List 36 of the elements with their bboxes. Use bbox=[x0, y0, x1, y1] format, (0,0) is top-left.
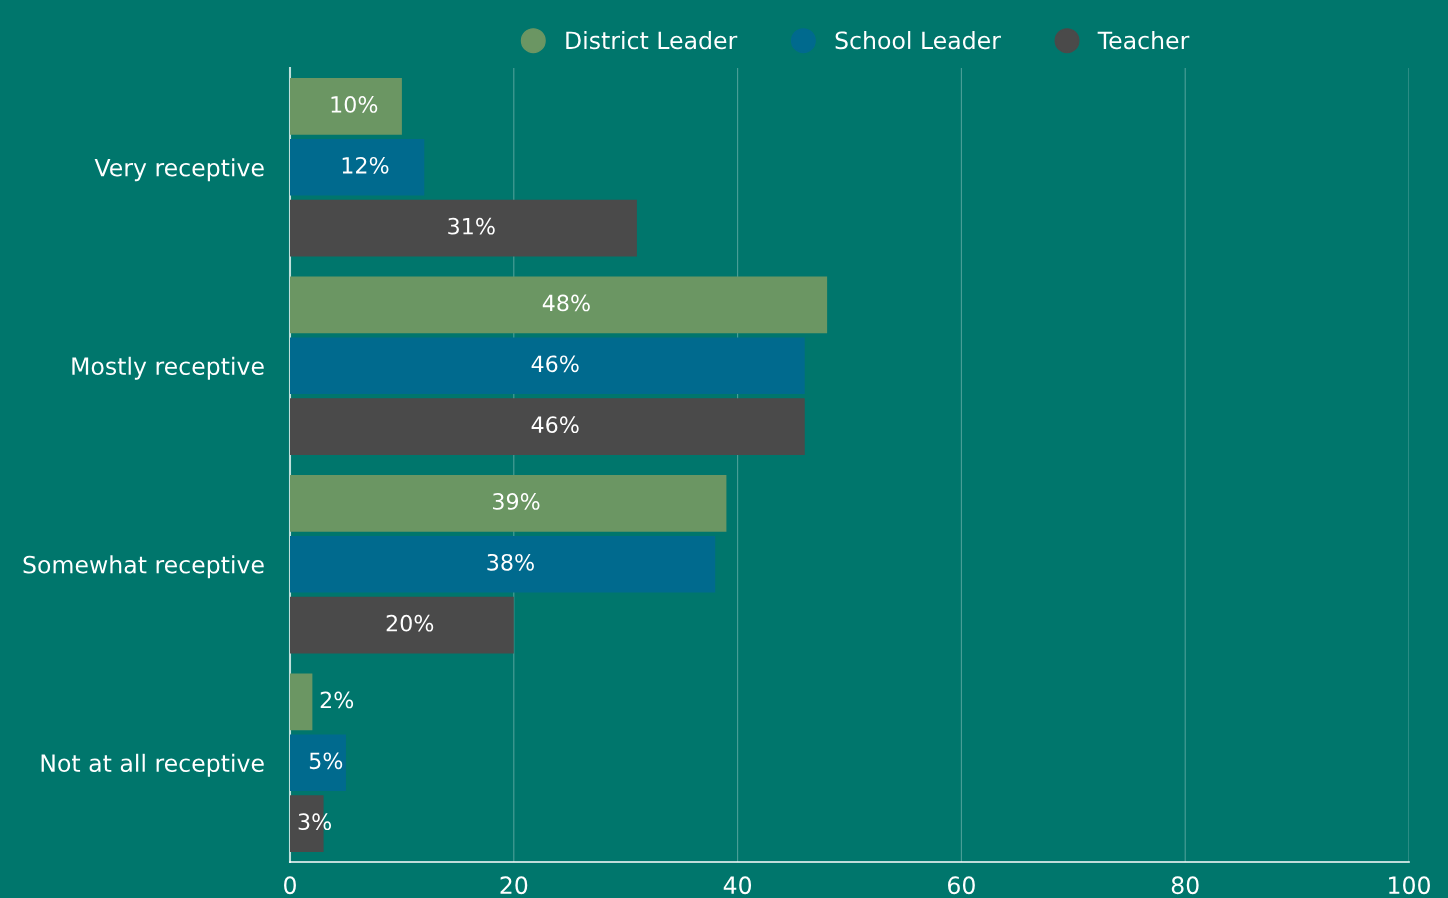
y-tick-label: Not at all receptive bbox=[41, 753, 264, 777]
data-label: 46% bbox=[531, 416, 579, 434]
bar bbox=[290, 276, 828, 334]
data-label: 2% bbox=[320, 691, 354, 709]
legend-label: Teacher bbox=[1097, 30, 1190, 50]
y-tick-label: Mostly receptive bbox=[72, 356, 264, 380]
bar bbox=[290, 138, 425, 196]
data-label: 5% bbox=[309, 752, 343, 770]
bar bbox=[290, 734, 346, 792]
x-tick-label: 100 bbox=[1389, 876, 1430, 895]
bar bbox=[290, 78, 402, 135]
data-label: 12% bbox=[342, 156, 389, 174]
bar bbox=[290, 337, 805, 395]
data-label: 10% bbox=[331, 96, 378, 113]
bar bbox=[290, 596, 514, 654]
bar bbox=[290, 535, 716, 593]
y-tick-label: Very receptive bbox=[94, 158, 264, 182]
legend-label: District Leader bbox=[566, 30, 738, 50]
data-label: 20% bbox=[386, 614, 434, 632]
data-label: 38% bbox=[487, 553, 534, 571]
x-tick-label: 80 bbox=[1171, 876, 1199, 895]
x-tick-label: 0 bbox=[284, 876, 296, 895]
y-tick-label: Somewhat receptive bbox=[23, 555, 264, 579]
data-label: 39% bbox=[493, 493, 540, 510]
x-tick-label: 60 bbox=[948, 876, 975, 895]
data-label: 31% bbox=[448, 217, 495, 235]
legend-label: School Leader bbox=[835, 30, 1001, 50]
data-label: 48% bbox=[542, 294, 590, 312]
data-label: 3% bbox=[298, 813, 332, 831]
bar bbox=[290, 398, 805, 455]
bar bbox=[290, 199, 637, 257]
bar bbox=[290, 475, 727, 532]
bar bbox=[290, 673, 313, 731]
x-tick-label: 40 bbox=[723, 876, 752, 895]
x-tick-label: 20 bbox=[500, 876, 528, 895]
data-label: 46% bbox=[531, 355, 579, 373]
